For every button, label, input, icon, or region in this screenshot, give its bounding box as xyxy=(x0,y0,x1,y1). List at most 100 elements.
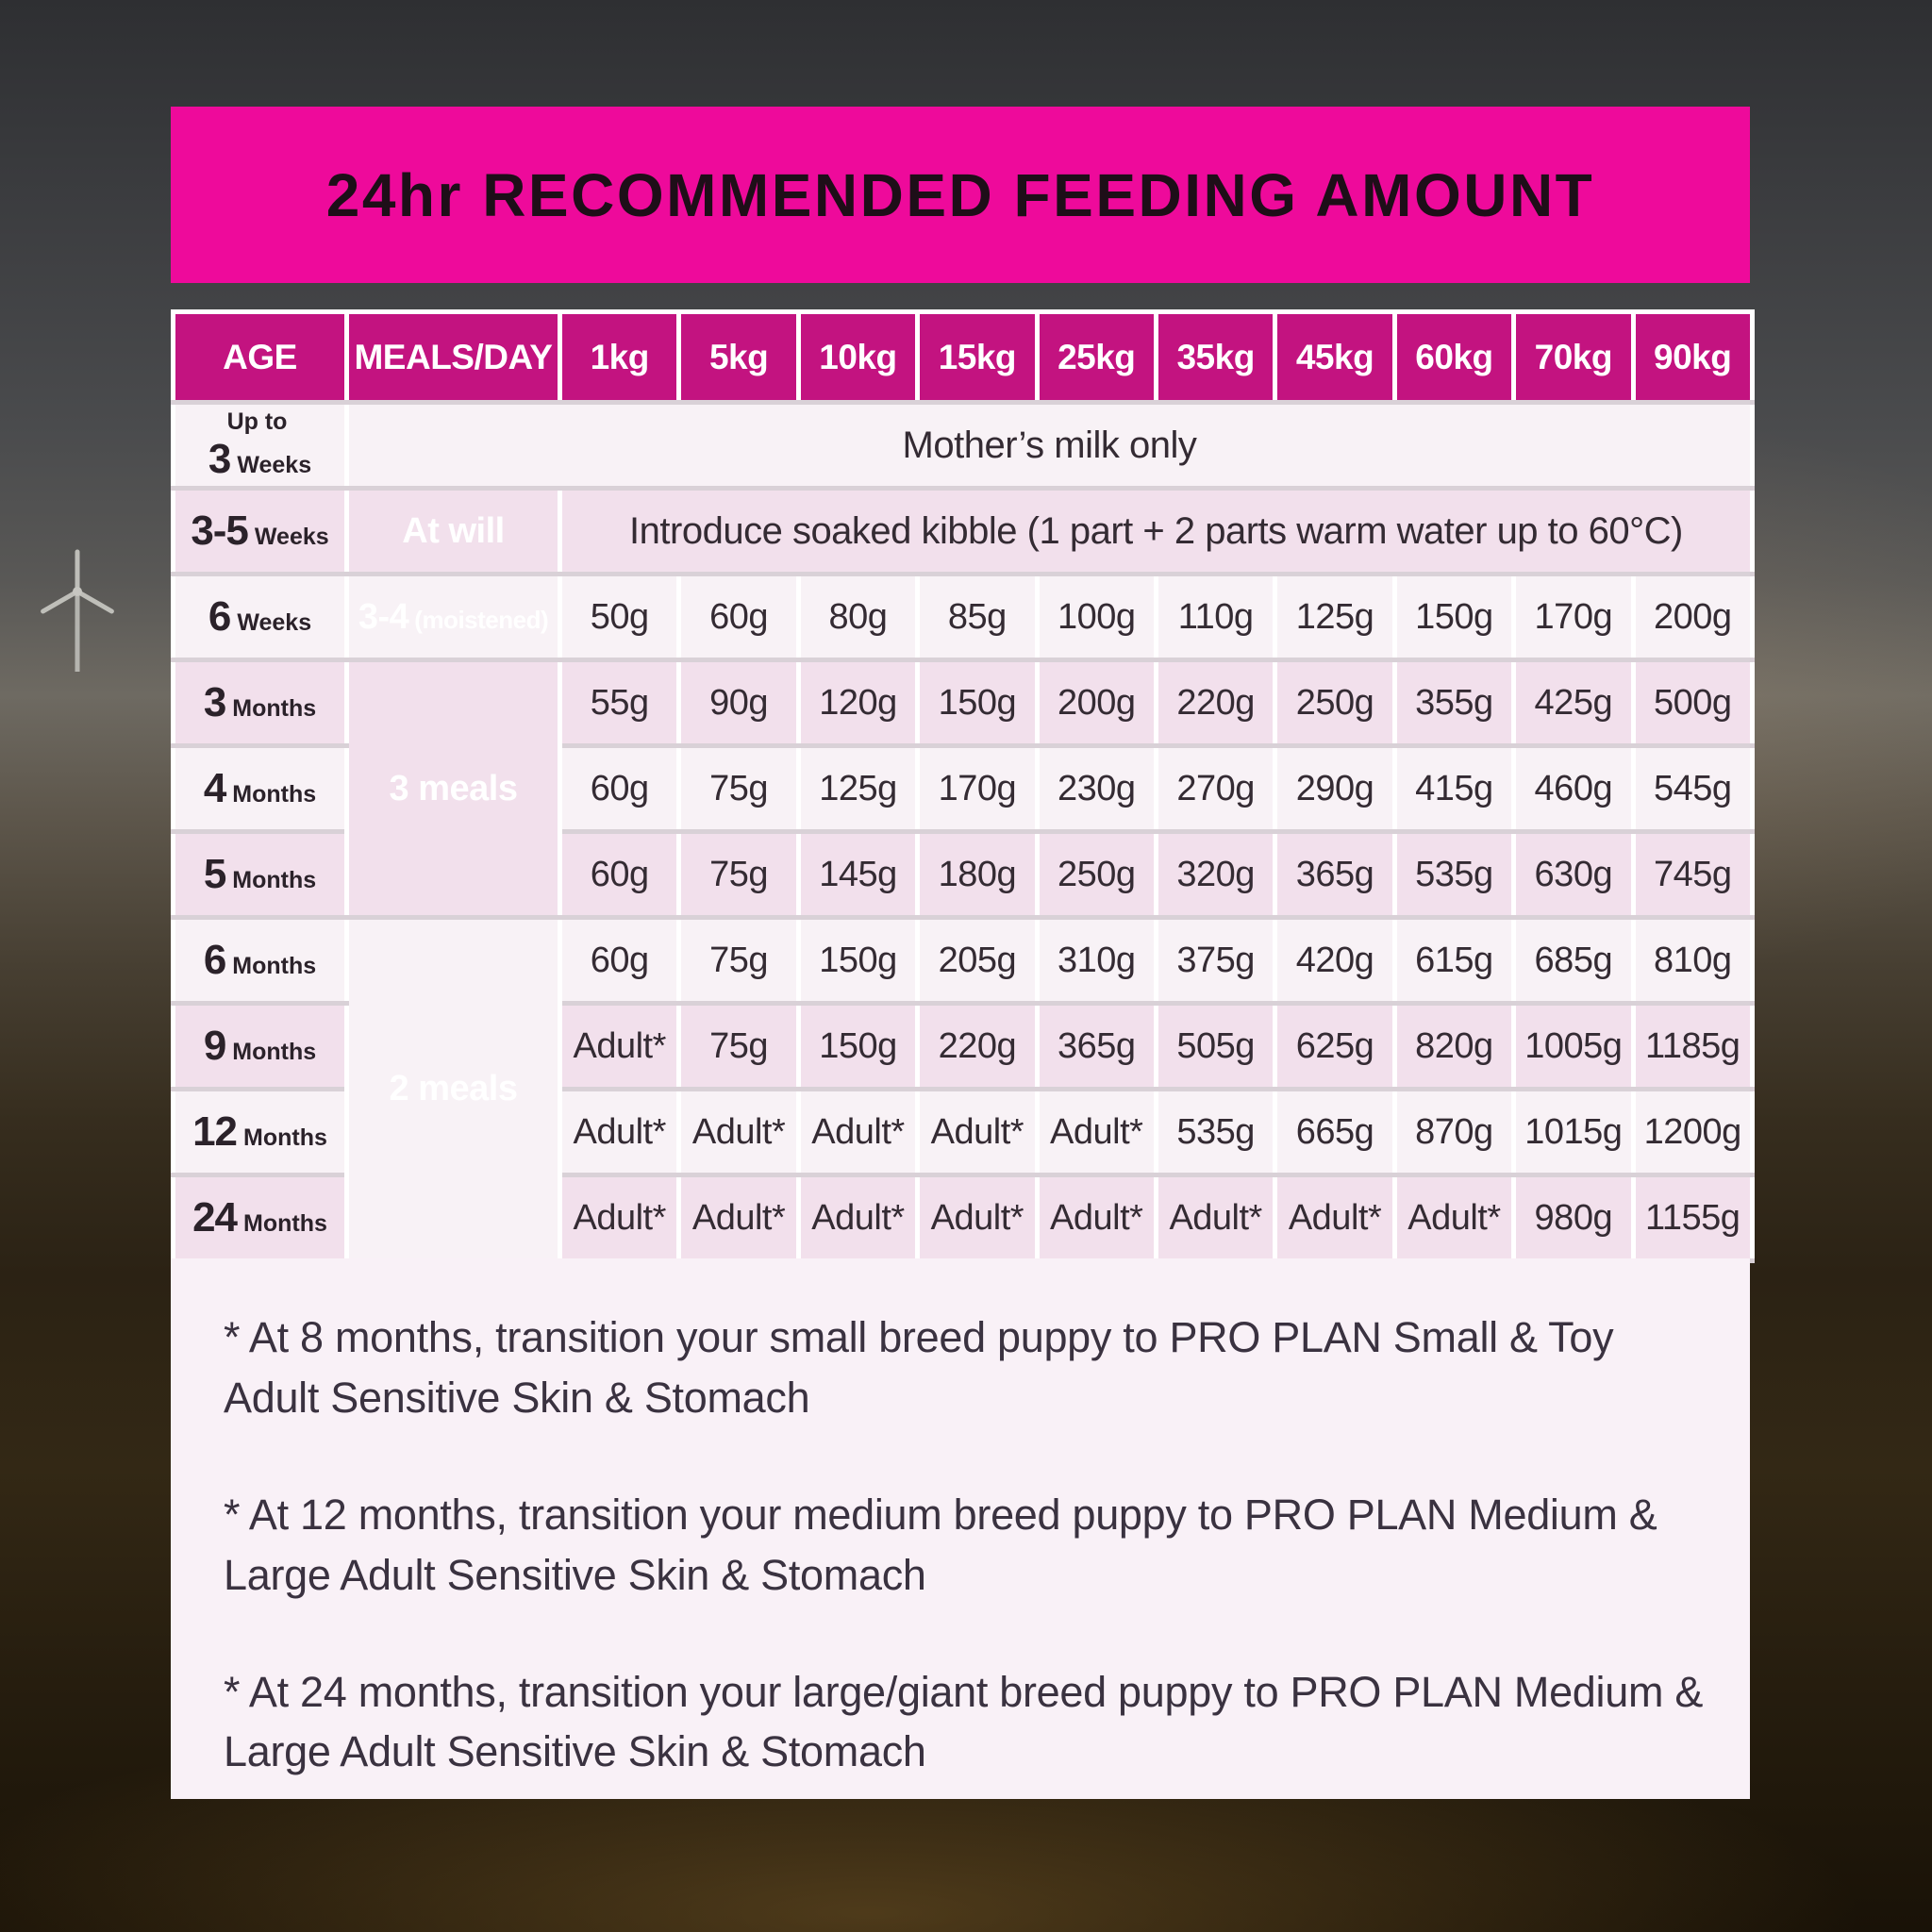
row-note-cell: Introduce soaked kibble (1 part + 2 part… xyxy=(558,486,1755,576)
amount-cell: 60g xyxy=(557,915,682,1006)
amount-cell: 125g xyxy=(795,743,921,834)
amount-cell: 630g xyxy=(1511,829,1636,920)
age-unit-label: Months xyxy=(232,1039,317,1065)
wind-turbine-graphic xyxy=(41,549,114,672)
amount-cell: 625g xyxy=(1273,1001,1397,1091)
amount-cell: 1185g xyxy=(1630,1001,1755,1091)
amount-cell: Adult* xyxy=(557,1001,682,1091)
column-header-mealsday: MEALS/DAY xyxy=(344,309,562,405)
table-row: 9 Months Adult* 75g 150g 220g 365g 505g 625g 820g… xyxy=(171,1001,1755,1091)
age-cell: 5 Months xyxy=(171,829,349,920)
amount-cell: 1005g xyxy=(1511,1001,1636,1091)
table-row: 5 Months 60g 75g 145g 180g 250g 320g 365g 535g 630… xyxy=(171,829,1755,920)
amount-cell: 320g xyxy=(1153,829,1278,920)
amount-cell: 365g xyxy=(1034,1001,1158,1091)
table-head: AGE MEALS/DAY 1kg 5kg 10kg 15kg 25kg 35kg 45kg 60… xyxy=(171,309,1755,405)
amount-cell: 1200g xyxy=(1630,1087,1755,1177)
amount-cell: Adult* xyxy=(795,1173,921,1263)
amount-cell: Adult* xyxy=(915,1087,1040,1177)
amount-cell: 125g xyxy=(1273,572,1397,662)
age-unit-label: Weeks xyxy=(237,609,312,636)
meals-per-day-cell: 2 meals xyxy=(344,915,562,1263)
age-unit-label: Months xyxy=(243,1124,327,1151)
amount-cell: Adult* xyxy=(1391,1173,1517,1263)
amount-cell: 150g xyxy=(795,915,921,1006)
amount-cell: 535g xyxy=(1391,829,1517,920)
table-row: 6 Weeks 3-4 (moistened) 50g 60g 80g 85g 100g 110g… xyxy=(171,572,1755,662)
age-number-label: 5 xyxy=(203,851,227,897)
amount-cell: Adult* xyxy=(1153,1173,1278,1263)
amount-cell: 85g xyxy=(915,572,1040,662)
amount-cell: 80g xyxy=(795,572,921,662)
table-body: Up to 3 Weeks Mother’s milk only 3-5 Weeks At… xyxy=(171,400,1755,1263)
amount-cell: 100g xyxy=(1034,572,1158,662)
amount-cell: 355g xyxy=(1391,658,1517,748)
amount-cell: 120g xyxy=(795,658,921,748)
meal-text-label: At will xyxy=(402,510,505,551)
title-bar: 24hr RECOMMENDED FEEDING AMOUNT xyxy=(171,107,1750,283)
meals-per-day-cell: At will xyxy=(344,486,562,576)
column-header-weight: 35kg xyxy=(1153,309,1278,405)
amount-cell: 685g xyxy=(1511,915,1636,1006)
amount-cell: 145g xyxy=(795,829,921,920)
column-header-age: AGE xyxy=(171,309,349,405)
column-header-weight: 1kg xyxy=(557,309,682,405)
age-unit-label: Months xyxy=(232,953,317,979)
amount-cell: Adult* xyxy=(676,1173,801,1263)
amount-cell: Adult* xyxy=(1273,1173,1397,1263)
amount-cell: Adult* xyxy=(1034,1087,1158,1177)
amount-cell: 170g xyxy=(1511,572,1636,662)
amount-cell: 200g xyxy=(1630,572,1755,662)
amount-cell: 50g xyxy=(557,572,682,662)
age-unit-label: Months xyxy=(243,1210,327,1237)
age-number-label: 3 xyxy=(208,435,232,482)
column-header-weight: 5kg xyxy=(676,309,801,405)
age-cell: 24 Months xyxy=(171,1173,349,1263)
amount-cell: 220g xyxy=(915,1001,1040,1091)
table-row: 12 Months Adult* Adult* Adult* Adult* Adult* 53… xyxy=(171,1087,1755,1177)
amount-cell: 75g xyxy=(676,915,801,1006)
amount-cell: 250g xyxy=(1034,829,1158,920)
age-cell: 3-5 Weeks xyxy=(171,486,349,576)
amount-cell: 220g xyxy=(1153,658,1278,748)
amount-cell: 460g xyxy=(1511,743,1636,834)
age-number-label: 12 xyxy=(192,1108,238,1155)
amount-cell: 810g xyxy=(1630,915,1755,1006)
amount-cell: 420g xyxy=(1273,915,1397,1006)
age-prefix-label: Up to xyxy=(226,408,288,435)
age-number-label: 6 xyxy=(208,593,232,640)
amount-cell: 75g xyxy=(676,829,801,920)
age-cell: 12 Months xyxy=(171,1087,349,1177)
meal-text-label: 3-4 xyxy=(358,596,409,637)
amount-cell: 870g xyxy=(1391,1087,1517,1177)
footnote-medium-breed: * At 12 months, transition your medium b… xyxy=(224,1490,1657,1599)
amount-cell: 75g xyxy=(676,743,801,834)
meal-text-label: 3 meals xyxy=(389,768,518,808)
age-number-label: 3-5 xyxy=(191,508,249,554)
amount-cell: 110g xyxy=(1153,572,1278,662)
age-unit-label: Weeks xyxy=(254,524,329,550)
amount-cell: 200g xyxy=(1034,658,1158,748)
amount-cell: 270g xyxy=(1153,743,1278,834)
amount-cell: Adult* xyxy=(1034,1173,1158,1263)
amount-cell: 820g xyxy=(1391,1001,1517,1091)
amount-cell: 60g xyxy=(676,572,801,662)
feeding-table: AGE MEALS/DAY 1kg 5kg 10kg 15kg 25kg 35kg 45kg 60… xyxy=(171,309,1755,1263)
row-note-cell: Mother’s milk only xyxy=(344,400,1755,491)
age-cell: 6 Months xyxy=(171,915,349,1006)
age-unit-label: Months xyxy=(232,695,317,722)
header-row: AGE MEALS/DAY 1kg 5kg 10kg 15kg 25kg 35kg 45kg 60… xyxy=(171,309,1755,405)
amount-cell: Adult* xyxy=(676,1087,801,1177)
amount-cell: 425g xyxy=(1511,658,1636,748)
column-header-weight: 70kg xyxy=(1511,309,1636,405)
amount-cell: 150g xyxy=(795,1001,921,1091)
table-row: 3-5 Weeks At will Introduce soaked kibble (… xyxy=(171,486,1755,576)
amount-cell: 415g xyxy=(1391,743,1517,834)
amount-cell: Adult* xyxy=(557,1087,682,1177)
amount-cell: 90g xyxy=(676,658,801,748)
amount-cell: 545g xyxy=(1630,743,1755,834)
amount-cell: 310g xyxy=(1034,915,1158,1006)
amount-cell: 365g xyxy=(1273,829,1397,920)
amount-cell: 665g xyxy=(1273,1087,1397,1177)
amount-cell: Adult* xyxy=(795,1087,921,1177)
